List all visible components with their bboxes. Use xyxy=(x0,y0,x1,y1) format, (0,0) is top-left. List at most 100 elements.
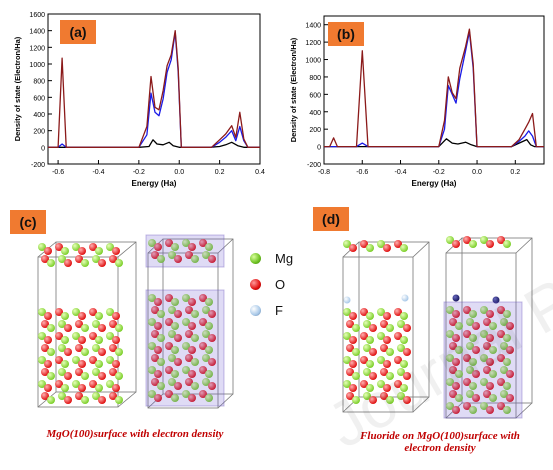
mg-atom xyxy=(466,390,474,398)
o-atom xyxy=(188,346,196,354)
mg-atom xyxy=(469,334,477,342)
mg-atom xyxy=(480,236,488,244)
o-atom-icon xyxy=(250,278,261,290)
mg-atom xyxy=(489,346,497,354)
mg-atom xyxy=(455,322,463,330)
chart-a: -200 0 200 400 600 800 1000 1200 1400 1600 -0.6 -0.… xyxy=(13,12,265,188)
mg-atom xyxy=(489,394,497,402)
o-atom xyxy=(64,324,72,332)
o-atom xyxy=(394,308,402,316)
x-tick-label: -0.8 xyxy=(318,169,330,176)
mg-atom xyxy=(168,330,176,338)
o-atom xyxy=(483,342,491,350)
o-atom xyxy=(486,240,494,248)
o-atom xyxy=(185,378,193,386)
o-atom xyxy=(112,336,120,344)
mg-atom xyxy=(72,356,80,364)
mg-atom xyxy=(205,243,213,251)
mg-atom xyxy=(81,348,89,356)
y-tick-label: 600 xyxy=(309,92,321,99)
mg-atom xyxy=(500,366,508,374)
mg-atom xyxy=(466,342,474,350)
mg-atom xyxy=(38,243,46,251)
o-atom xyxy=(349,312,357,320)
o-atom xyxy=(109,392,117,400)
f-atom xyxy=(492,296,500,304)
o-atom xyxy=(483,318,491,326)
o-atom xyxy=(208,358,216,366)
mg-atom xyxy=(47,259,55,267)
o-atom xyxy=(472,346,480,354)
mg-atom xyxy=(446,306,454,314)
mg-atom xyxy=(182,239,190,247)
mg-atom xyxy=(400,360,408,368)
mg-atom xyxy=(400,336,408,344)
o-atom xyxy=(199,318,207,326)
y-tick-label: -200 xyxy=(307,162,321,169)
mg-atom xyxy=(106,308,114,316)
o-atom xyxy=(506,346,514,354)
o-atom xyxy=(208,310,216,318)
o-atom xyxy=(151,354,159,362)
mg-atom xyxy=(106,380,114,388)
o-atom xyxy=(497,236,505,244)
mg-atom xyxy=(400,244,408,252)
mg-atom xyxy=(386,348,394,356)
mg-atom-icon xyxy=(250,252,261,264)
mg-atom xyxy=(61,360,69,368)
y-axis-label: Density of state (Electron/Ha) xyxy=(289,37,298,142)
cell-edge xyxy=(412,241,430,258)
o-atom xyxy=(208,255,216,263)
o-atom xyxy=(41,255,49,263)
mg-atom xyxy=(377,356,385,364)
mg-atom xyxy=(61,247,69,255)
o-atom xyxy=(383,244,391,252)
mg-atom xyxy=(38,380,46,388)
o-atom xyxy=(154,243,162,251)
mg-atom xyxy=(81,372,89,380)
mg-atom xyxy=(503,358,511,366)
o-atom xyxy=(449,318,457,326)
o-atom xyxy=(165,294,173,302)
o-atom xyxy=(154,298,162,306)
mg-atom xyxy=(446,354,454,362)
y-tick-label: 400 xyxy=(309,110,321,117)
mg-atom xyxy=(489,322,497,330)
mg-atom xyxy=(205,298,213,306)
mg-atom xyxy=(397,344,405,352)
o-atom xyxy=(452,358,460,366)
o-atom xyxy=(151,251,159,259)
mg-atom xyxy=(352,348,360,356)
o-atom xyxy=(89,332,97,340)
panel-tag-b: (b) xyxy=(328,22,364,46)
mg-atom xyxy=(480,306,488,314)
mg-atom xyxy=(503,310,511,318)
o-atom xyxy=(349,360,357,368)
o-atom xyxy=(463,378,471,386)
o-atom xyxy=(472,322,480,330)
o-atom xyxy=(165,390,173,398)
cell-edge xyxy=(445,252,517,419)
panel-tag-c: (c) xyxy=(10,210,46,234)
mg-atom xyxy=(202,330,210,338)
panel-tag-a: (a) xyxy=(60,20,96,44)
cell-edge xyxy=(117,241,137,258)
plot-frame xyxy=(47,13,261,165)
o-atom xyxy=(154,346,162,354)
o-atom xyxy=(41,344,49,352)
legend-item-o: O xyxy=(250,271,293,297)
o-atom xyxy=(165,366,173,374)
o-atom xyxy=(394,332,402,340)
y-tick-label: -200 xyxy=(31,162,45,169)
o-atom xyxy=(165,318,173,326)
mg-atom xyxy=(95,336,103,344)
mg-atom xyxy=(81,324,89,332)
crystal-fluoride-slab xyxy=(342,240,430,413)
mg-atom xyxy=(352,324,360,332)
mg-atom xyxy=(489,370,497,378)
mg-atom xyxy=(480,330,488,338)
y-tick-label: 1000 xyxy=(29,62,45,69)
mg-atom xyxy=(363,368,371,376)
mg-atom xyxy=(148,239,156,247)
mg-atom xyxy=(469,406,477,414)
